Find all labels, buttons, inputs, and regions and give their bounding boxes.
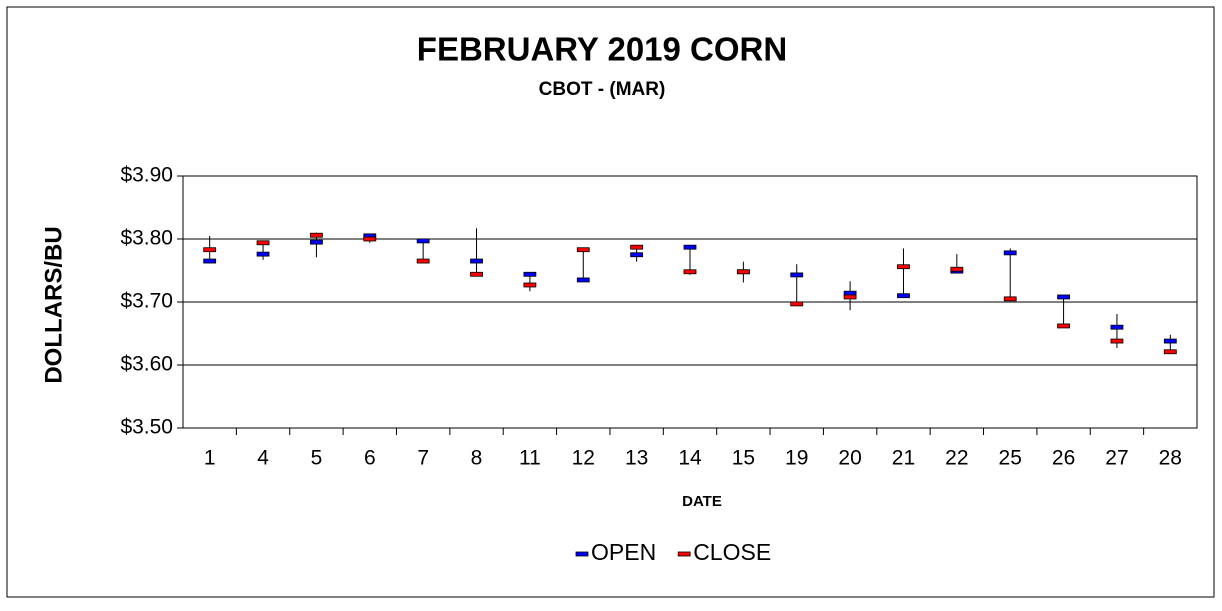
tick-close: [1110, 338, 1124, 344]
x-tick-label: 15: [732, 447, 755, 470]
x-tick-label: 6: [364, 447, 376, 470]
tick-close: [363, 236, 377, 242]
tick-open: [470, 258, 483, 264]
x-tick-label: 26: [1052, 447, 1075, 470]
tick-open: [1003, 250, 1017, 256]
legend-label: OPEN: [591, 539, 656, 565]
tick-open: [1163, 338, 1177, 344]
tick-close: [576, 247, 590, 253]
tick-close: [523, 282, 537, 288]
x-tick-label: 19: [785, 447, 808, 470]
tick-close: [470, 271, 483, 277]
y-tick-label: $3.90: [120, 164, 173, 187]
y-tick-label: $3.70: [120, 290, 173, 313]
tick-open: [683, 244, 697, 250]
x-tick-label: 25: [999, 447, 1022, 470]
y-tick-label: $3.50: [120, 416, 173, 439]
x-tick-label: 5: [311, 447, 323, 470]
x-tick-label: 11: [519, 447, 541, 470]
x-axis-label: DATE: [682, 493, 722, 510]
x-tick-label: 4: [257, 447, 269, 470]
x-tick-label: 14: [678, 447, 702, 470]
tick-close: [683, 269, 697, 275]
chart-subtitle: CBOT - (MAR): [539, 79, 666, 100]
tick-close: [1163, 349, 1177, 355]
tick-open: [1057, 294, 1070, 300]
tick-open: [576, 277, 590, 283]
tick-open: [897, 293, 910, 299]
x-tick-label: 1: [204, 447, 216, 470]
legend-label: CLOSE: [693, 539, 771, 565]
x-tick-label: 20: [838, 447, 861, 470]
tick-close: [897, 264, 910, 270]
y-tick-label: $3.80: [120, 227, 173, 250]
tick-open: [630, 252, 644, 258]
tick-close: [950, 266, 964, 272]
tick-open: [203, 258, 217, 264]
x-tick-label: 8: [471, 447, 483, 470]
legend-swatch: [575, 551, 589, 557]
tick-open: [790, 272, 804, 278]
tick-open: [256, 251, 270, 257]
tick-close: [256, 240, 270, 246]
x-tick-label: 27: [1105, 447, 1128, 470]
chart-title: FEBRUARY 2019 CORN: [417, 31, 787, 68]
tick-close: [790, 301, 804, 307]
y-axis-label: DOLLARS/BU: [40, 226, 67, 383]
tick-close: [736, 269, 750, 275]
y-tick-label: $3.60: [120, 353, 173, 376]
x-tick-label: 28: [1159, 447, 1182, 470]
x-tick-label: 7: [417, 447, 429, 470]
tick-open: [416, 238, 430, 244]
tick-close: [843, 294, 857, 300]
tick-close: [1057, 323, 1070, 329]
tick-close: [416, 258, 430, 264]
tick-close: [310, 232, 323, 238]
tick-close: [203, 247, 217, 253]
legend-swatch: [677, 551, 691, 557]
tick-open: [523, 271, 537, 277]
tick-open: [1110, 324, 1124, 330]
x-tick-label: 21: [892, 447, 915, 470]
tick-close: [1003, 296, 1017, 302]
x-tick-label: 22: [945, 447, 968, 470]
x-tick-label: 13: [625, 447, 648, 470]
tick-open: [310, 239, 323, 245]
tick-close: [630, 244, 644, 250]
x-tick-label: 12: [572, 447, 595, 470]
